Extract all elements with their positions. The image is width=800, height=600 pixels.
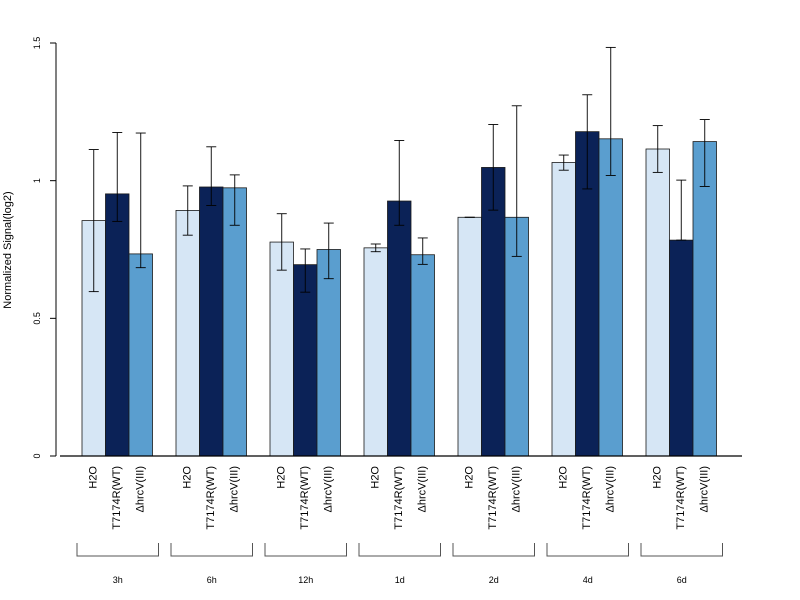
bar (551, 162, 576, 457)
group-label: 6d (677, 575, 687, 585)
y-tick-label: 0.5 (32, 312, 42, 325)
error-bars (88, 46, 710, 293)
group-bracket (76, 543, 159, 557)
condition-label: T7174R(WT) (675, 466, 687, 530)
condition-label: ΔhrcV(III) (135, 466, 147, 512)
y-axis-label: Normalized Signal(log2) (2, 191, 14, 308)
group-label: 1d (395, 575, 405, 585)
condition-label: H2O (464, 466, 476, 489)
bar (128, 253, 153, 457)
bar (293, 264, 318, 457)
error-bar (652, 125, 663, 173)
group-bracket (452, 543, 535, 557)
condition-label: T7174R(WT) (581, 466, 593, 530)
condition-label: T7174R(WT) (205, 466, 217, 530)
bar (669, 239, 694, 457)
error-bar (676, 179, 687, 241)
condition-label: T7174R(WT) (111, 466, 123, 530)
group-label: 12h (298, 575, 313, 585)
y-tick-label: 1 (32, 178, 42, 183)
bar (410, 254, 435, 457)
error-bar (417, 237, 428, 265)
x-tick-labels: H2O T7174R(WT) ΔhrcV(III) H2O T7174R(WT) Δhrc… (88, 466, 711, 530)
error-bar (488, 124, 499, 211)
y-axis: 0 0.5 1 1.5 (32, 37, 57, 459)
bar (175, 210, 200, 457)
condition-label: ΔhrcV(III) (699, 466, 711, 512)
y-tick-label: 0 (32, 453, 42, 458)
group-bracket (358, 543, 441, 557)
y-tick-label: 1.5 (32, 37, 42, 50)
condition-label: T7174R(WT) (487, 466, 499, 530)
condition-label: ΔhrcV(III) (323, 466, 335, 512)
error-bar (394, 140, 405, 226)
condition-label: H2O (182, 466, 194, 489)
condition-label: ΔhrcV(III) (605, 466, 617, 512)
error-bar (582, 94, 593, 190)
group-bracket (264, 543, 347, 557)
bar (269, 241, 294, 457)
bar (598, 138, 623, 457)
error-bar (511, 105, 522, 257)
condition-label: H2O (558, 466, 570, 489)
bar (316, 249, 341, 457)
group-bracket (170, 543, 253, 557)
group-bracket (640, 543, 723, 557)
error-bar (229, 174, 240, 226)
bar (481, 167, 506, 457)
group-label: 6h (207, 575, 217, 585)
condition-label: H2O (652, 466, 664, 489)
bar (222, 187, 247, 457)
condition-label: T7174R(WT) (393, 466, 405, 530)
bar (199, 186, 224, 457)
error-bar (135, 132, 146, 269)
group-bracket (546, 543, 629, 557)
bars (81, 131, 717, 457)
bar (387, 200, 412, 457)
error-bar (605, 46, 616, 176)
error-bar (112, 132, 123, 222)
bar (105, 193, 130, 457)
error-bar (300, 248, 311, 293)
error-bar (88, 149, 99, 293)
bar (363, 247, 388, 457)
bar (645, 148, 670, 457)
error-bar (699, 119, 710, 187)
condition-label: H2O (370, 466, 382, 489)
condition-label: ΔhrcV(III) (417, 466, 429, 512)
error-bar (323, 222, 334, 280)
condition-label: T7174R(WT) (299, 466, 311, 530)
condition-label: ΔhrcV(III) (511, 466, 523, 512)
group-label: 3h (113, 575, 123, 585)
group-label: 2d (489, 575, 499, 585)
error-bar (276, 213, 287, 271)
bar (692, 141, 717, 457)
group-brackets: 3h 6h 12h 1d 2d 4d 6d (76, 543, 723, 585)
error-bar (370, 243, 381, 253)
bar (457, 216, 482, 457)
error-bar (558, 154, 569, 171)
error-bar (206, 146, 217, 206)
condition-label: H2O (88, 466, 100, 489)
condition-label: ΔhrcV(III) (229, 466, 241, 512)
error-bar (182, 185, 193, 236)
group-label: 4d (583, 575, 593, 585)
condition-label: H2O (276, 466, 288, 489)
